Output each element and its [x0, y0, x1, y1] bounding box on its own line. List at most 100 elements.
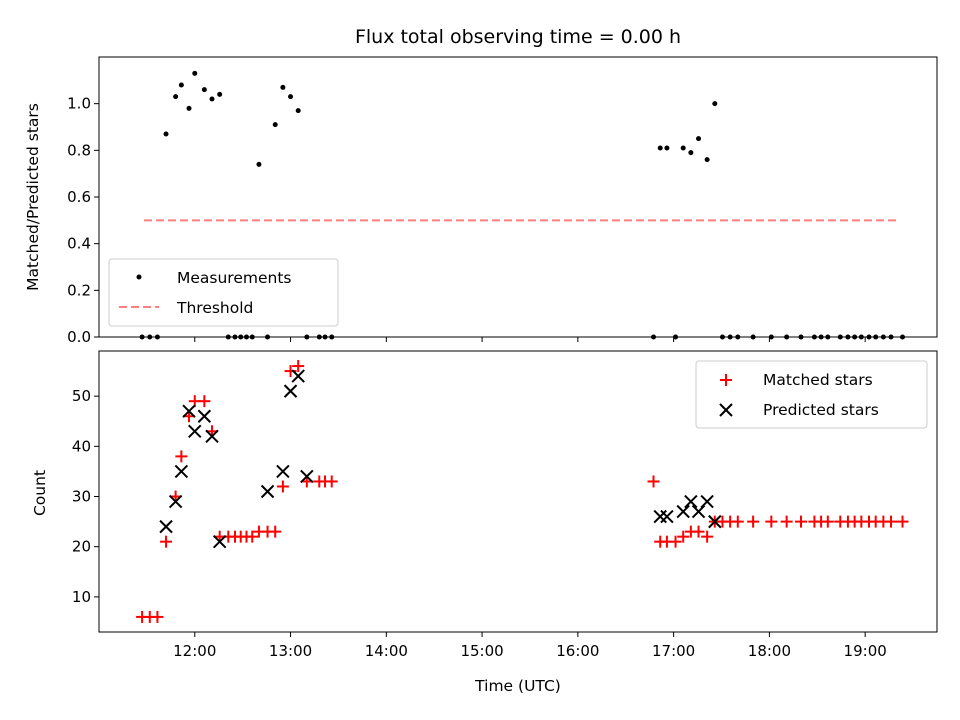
legend-predicted-label: Predicted stars [763, 401, 879, 419]
matched-star-point [246, 530, 259, 543]
predicted-star-point [276, 464, 290, 479]
measurement-point [280, 84, 286, 90]
legend-measurements-label: Measurements [177, 269, 292, 287]
x-tick-label: 19:00 [844, 642, 887, 660]
legend-matched-label: Matched stars [763, 371, 873, 389]
measurement-point [201, 87, 207, 93]
predicted-star-mark-b [276, 464, 290, 479]
matched-star-point [896, 515, 909, 528]
matched-star-point [151, 610, 164, 623]
predicted-star-mark-b [291, 369, 305, 383]
measurement-point [272, 122, 278, 128]
matched-star-point [731, 515, 744, 528]
top-y-tick-label: 0.8 [67, 141, 91, 159]
matched-star-point [269, 525, 282, 538]
matched-star-point [160, 535, 173, 548]
measurement-point [186, 105, 192, 111]
bottom-y-tick-label: 20 [72, 538, 91, 556]
matched-star-point [292, 360, 305, 373]
top-plot-frame [98, 56, 938, 338]
measurement-point [704, 157, 710, 163]
predicted-star-mark-b [174, 464, 189, 479]
predicted-star-mark-b [700, 494, 714, 509]
x-tick-label: 13:00 [269, 642, 312, 660]
measurement-point [217, 91, 223, 97]
predicted-star-point [708, 514, 722, 529]
bottom-y-axis-label: Count [31, 470, 49, 516]
x-tick-label: 15:00 [460, 642, 503, 660]
bottom-y-tick-label: 40 [72, 437, 91, 455]
bottom-legend-box [695, 360, 928, 429]
predicted-star-point [260, 484, 275, 499]
top-y-tick-label: 0.2 [67, 281, 91, 299]
predicted-star-point [188, 424, 202, 438]
predicted-star-mark-b [168, 494, 183, 509]
bottom-y-tick-label: 30 [72, 488, 91, 506]
top-legend: Measurements Threshold [108, 258, 339, 327]
matched-star-point [692, 525, 705, 538]
predicted-star-mark-b [660, 509, 674, 524]
predicted-star-mark-b [188, 424, 202, 438]
predicted-star-point [168, 494, 183, 509]
predicted-star-point [174, 464, 189, 479]
predicted-star-mark-b [260, 484, 275, 499]
predicted-star-point [291, 369, 305, 383]
matched-star-point [325, 475, 338, 488]
predicted-star-point [684, 494, 698, 509]
top-y-tick-label: 0.0 [67, 328, 91, 346]
measurement-point [178, 82, 184, 88]
measurement-point [680, 145, 686, 151]
matched-star-point [198, 395, 211, 408]
predicted-star-point [660, 509, 674, 524]
matched-star-point [795, 515, 808, 528]
x-tick-label: 17:00 [652, 642, 695, 660]
bottom-y-tick-label: 10 [72, 588, 91, 606]
predicted-star-mark-b [182, 404, 196, 418]
matched-star-point [821, 515, 834, 528]
top-y-tick-label: 1.0 [67, 95, 91, 113]
matched-star-point [677, 530, 690, 543]
predicted-star-point [212, 534, 227, 549]
x-tick-label: 14:00 [365, 642, 408, 660]
x-tick-label: 12:00 [173, 642, 216, 660]
predicted-star-mark-b [676, 504, 690, 519]
x-tick-label: 16:00 [556, 642, 599, 660]
predicted-star-point [283, 384, 298, 398]
top-y-tick-label: 0.6 [67, 188, 91, 206]
legend-predicted-marker [719, 403, 733, 417]
count-panel: 10 20 30 40 50 12:00 13:00 14:00 15:00 16:00 17:00… [72, 350, 938, 660]
measurement-point [173, 94, 179, 100]
measurement-point [696, 136, 702, 142]
measurement-point [688, 150, 694, 156]
measurement-point [664, 145, 670, 151]
bottom-y-tick-label: 50 [72, 387, 91, 405]
matched-star-point [885, 515, 898, 528]
top-legend-box [108, 258, 339, 327]
predicted-star-point [182, 404, 196, 418]
measurement-point [712, 101, 718, 107]
predicted-star-mark-b [684, 494, 698, 509]
x-axis-label: Time (UTC) [474, 677, 561, 695]
predicted-star-point [691, 504, 706, 519]
ratio-panel: 0.0 0.2 0.4 0.6 0.8 1.0 [67, 56, 938, 346]
predicted-star-mark-b [159, 519, 173, 534]
legend-threshold-label: Threshold [176, 299, 253, 317]
matched-star-point [647, 475, 660, 488]
top-y-axis-label: Matched/Predicted stars [24, 103, 42, 291]
predicted-star-mark-b [300, 469, 314, 484]
predicted-star-mark-b [708, 514, 722, 529]
measurement-point [209, 96, 215, 102]
matched-star-point [276, 480, 289, 493]
measurement-point [657, 145, 663, 151]
measurement-point [256, 161, 262, 167]
predicted-star-point [205, 429, 219, 444]
matched-star-point [765, 515, 778, 528]
top-y-tick-label: 0.4 [67, 235, 91, 253]
predicted-star-mark-b [205, 429, 219, 444]
matched-star-point [669, 535, 682, 548]
matched-star-point [175, 450, 188, 463]
predicted-star-point [300, 469, 314, 484]
matched-star-point [701, 530, 714, 543]
